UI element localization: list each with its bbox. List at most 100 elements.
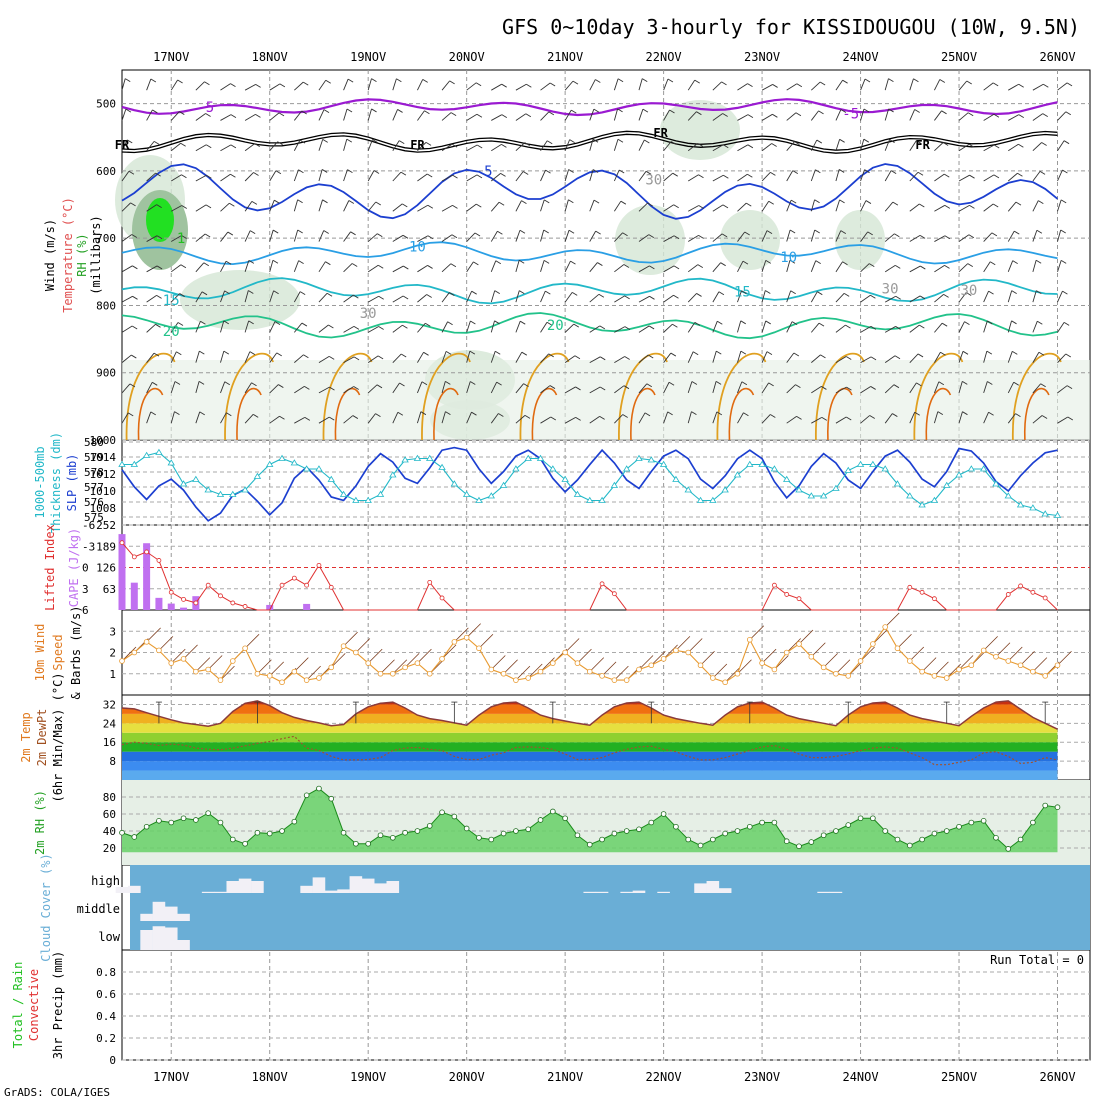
y-tick: high <box>91 874 120 888</box>
wind-barb <box>540 322 548 333</box>
y-axis-label: Thickness (dm) <box>49 432 63 533</box>
wind-barb <box>698 205 704 209</box>
wind-barb <box>441 411 446 424</box>
wind-speed-point <box>697 662 704 669</box>
wind-barb <box>967 112 974 117</box>
rh-point <box>845 822 852 828</box>
cloud-bar <box>595 891 609 893</box>
wind-barb <box>392 171 402 182</box>
contour-label: -5 <box>197 100 214 116</box>
wind-barb <box>909 109 916 121</box>
wind-barb <box>761 84 773 91</box>
wind-barb <box>441 174 453 182</box>
thickness-point <box>807 492 816 499</box>
rh-point <box>451 813 458 820</box>
bl-contour <box>236 387 262 441</box>
wind-barb <box>884 233 895 242</box>
wind-barb <box>884 78 889 91</box>
wind-barb <box>427 265 433 269</box>
wind-barb <box>399 140 405 144</box>
x-tick-bottom: 17NOV <box>153 1070 189 1084</box>
wind-barb <box>203 262 210 267</box>
wind-barb <box>404 653 420 668</box>
wind-barb <box>515 113 527 121</box>
wind-speed-point <box>156 647 162 654</box>
wind-barb <box>367 326 379 333</box>
contour-label: FR <box>915 138 930 152</box>
thickness-point <box>992 480 1000 487</box>
rh-point <box>316 785 322 792</box>
wind-barb <box>614 326 626 333</box>
rh-shading <box>835 210 885 270</box>
wind-barb <box>121 646 137 662</box>
li-point <box>919 589 925 595</box>
wind-barb <box>1007 230 1015 242</box>
thickness-point <box>266 460 274 467</box>
wind-barb <box>130 202 136 207</box>
wind-barb <box>325 79 331 84</box>
wind-barb <box>564 355 576 364</box>
x-tick-top: 18NOV <box>252 50 288 64</box>
wind-barb <box>917 171 924 176</box>
rh-point <box>771 819 778 826</box>
wind-barb <box>860 231 869 242</box>
wind-barb <box>121 354 132 363</box>
wind-barb <box>293 322 303 333</box>
wind-barb <box>761 260 767 272</box>
wind-barb <box>667 411 673 416</box>
wind-speed-point <box>611 677 618 683</box>
cloud-bar <box>312 877 326 893</box>
wind-barb <box>244 230 251 242</box>
wind-barb <box>992 203 999 208</box>
wind-barb <box>293 291 301 303</box>
rh-point <box>525 826 532 833</box>
wind-speed-point <box>660 656 667 662</box>
wind-barb <box>249 230 256 235</box>
wind-barb <box>724 667 740 683</box>
wind-barb <box>940 351 946 356</box>
cloud-bar <box>817 891 830 893</box>
wind-speed-point <box>525 675 532 681</box>
wind-barb <box>1007 646 1023 662</box>
wind-barb <box>589 293 600 303</box>
wind-barb <box>717 320 723 325</box>
wind-barb <box>888 108 894 113</box>
wind-barb <box>521 200 527 205</box>
wind-barb <box>934 79 941 91</box>
wind-barb <box>220 412 227 424</box>
wind-barb <box>846 386 852 391</box>
wind-barb <box>1007 382 1015 394</box>
wind-barb <box>747 114 754 119</box>
wind-barb <box>195 204 207 212</box>
wind-barb <box>648 325 655 330</box>
isotherm-line <box>121 130 1058 151</box>
wind-barb <box>132 265 138 270</box>
wind-barb <box>322 199 328 204</box>
wind-barb <box>244 84 256 91</box>
wind-barb <box>490 260 497 272</box>
wind-barb <box>687 638 703 653</box>
wind-barb <box>397 109 403 113</box>
wind-barb <box>993 144 1000 149</box>
wind-barb <box>170 648 186 664</box>
wind-barb <box>545 169 551 174</box>
thickness-point <box>598 496 606 503</box>
li-point <box>119 540 125 546</box>
rh-point <box>537 817 544 823</box>
wind-barb <box>318 199 323 212</box>
wind-barb <box>622 232 628 237</box>
wind-barb <box>540 82 551 91</box>
wind-barb <box>817 291 823 296</box>
wind-barb <box>892 201 899 206</box>
wind-barb <box>1060 229 1066 234</box>
temp-band <box>122 713 1058 724</box>
wind-barb <box>810 169 816 182</box>
wind-barb <box>1057 385 1068 394</box>
wind-barb <box>269 290 275 303</box>
wind-barb <box>1017 172 1023 177</box>
wind-barb <box>983 636 998 651</box>
wind-barb <box>712 321 718 333</box>
cloud-bar <box>140 930 153 950</box>
wind-barb <box>121 202 131 212</box>
wind-barb <box>617 138 624 143</box>
